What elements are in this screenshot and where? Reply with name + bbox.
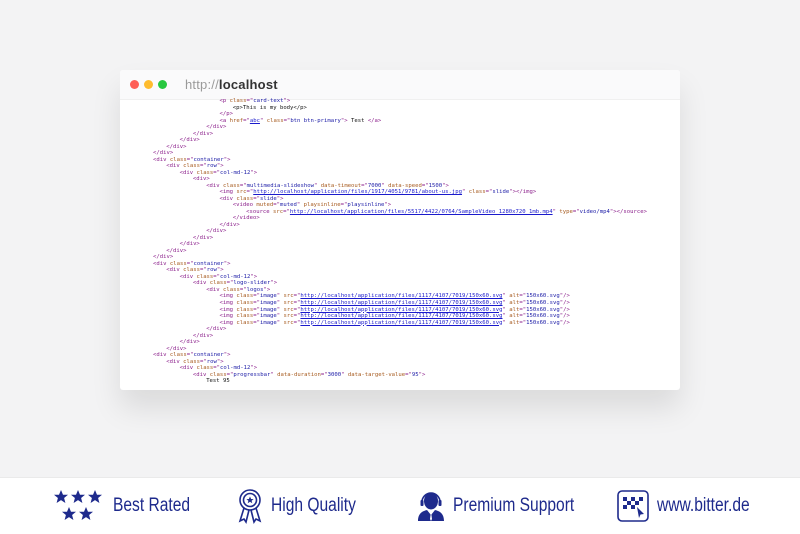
code-line: </div> [206, 326, 227, 333]
code-line: <img class="image" src="http://localhost… [219, 293, 570, 300]
feature-label: Best Rated [113, 495, 191, 516]
code-line: <div class="slide"> [219, 195, 284, 202]
code-line: </div> [192, 130, 214, 137]
code-line: <div class="col-md-12"> [179, 169, 258, 176]
feature-premium-support: Premium Support [417, 478, 601, 534]
code-line: <div class="col-md-12"> [179, 273, 258, 280]
feature-best-rated: Best Rated [53, 478, 207, 534]
code-line: </div> [206, 124, 227, 131]
address-bar[interactable]: http://localhost [185, 77, 278, 92]
feature-website[interactable]: www.bitter.de [617, 478, 770, 534]
code-line: </div> [166, 345, 187, 352]
code-line: Test 95 [206, 378, 230, 385]
code-line: <div class="row"> [166, 267, 224, 274]
code-line: <p class="card-text"> [219, 98, 291, 104]
code-line: <p>This is my body</p> [232, 104, 307, 111]
browser-titlebar: http://localhost [120, 70, 680, 100]
code-line: <div class="multimedia-slideshow" data-t… [206, 182, 449, 189]
code-line: </div> [166, 143, 187, 150]
features-footer: Best Rated High Quality Premium Support … [0, 477, 800, 534]
code-line: </div> [153, 254, 174, 261]
code-line: </div> [219, 221, 240, 228]
code-line: <div> [192, 176, 210, 183]
url-scheme: http:// [185, 77, 219, 92]
code-line: <source src="http://localhost/applicatio… [246, 208, 647, 215]
bitter-logo-icon [617, 490, 649, 522]
code-line: </video> [232, 215, 260, 222]
feature-label: Premium Support [453, 495, 575, 516]
code-line: </div> [192, 332, 214, 339]
code-line: </div> [179, 137, 200, 144]
code-line: <div class="container"> [153, 156, 231, 163]
code-line: <div class="row"> [166, 163, 224, 170]
code-line: </div> [166, 247, 187, 254]
source-code-view: <p class="card-text"> <p>This is my body<… [153, 98, 647, 385]
code-line: <div class="logos"> [206, 286, 271, 293]
code-line: <div class="logo-slider"> [192, 280, 278, 287]
code-line: <img class="image" src="http://localhost… [219, 306, 570, 313]
code-line: <div class="container"> [153, 260, 231, 267]
headset-agent-icon [418, 492, 444, 521]
code-line: </div> [179, 241, 200, 248]
code-line: <img class="image" src="http://localhost… [219, 299, 570, 306]
code-line: <div class="container"> [153, 352, 231, 359]
browser-window: http://localhost <p class="card-text"> <p… [120, 70, 680, 390]
feature-high-quality: High Quality [237, 478, 375, 534]
close-window-button[interactable] [130, 80, 139, 89]
feature-label: High Quality [271, 495, 356, 516]
code-line: <div class="progressbar" data-duration="… [192, 371, 426, 378]
code-line: <a href="abc" class="btn btn-primary"> T… [219, 117, 382, 124]
minimize-window-button[interactable] [144, 80, 153, 89]
code-line: </p> [219, 111, 233, 118]
code-line: <img class="image" src="http://localhost… [219, 313, 570, 320]
award-ribbon-icon [238, 489, 262, 524]
code-line: <video muted="muted" playsinline="playsi… [232, 202, 392, 209]
url-host: localhost [218, 77, 278, 92]
maximize-window-button[interactable] [158, 80, 167, 89]
code-line: <div class="row"> [166, 358, 224, 365]
code-line: </div> [206, 228, 227, 235]
code-line: </div> [179, 339, 200, 346]
stars-icon [54, 490, 102, 520]
code-line: </div> [153, 150, 174, 157]
code-line: <div class="col-md-12"> [179, 365, 258, 372]
code-line: <img class="image" src="http://localhost… [219, 319, 570, 326]
code-line: <img src="http://localhost/application/f… [219, 189, 537, 196]
code-line: </div> [192, 234, 214, 241]
website-link[interactable]: www.bitter.de [657, 495, 750, 516]
